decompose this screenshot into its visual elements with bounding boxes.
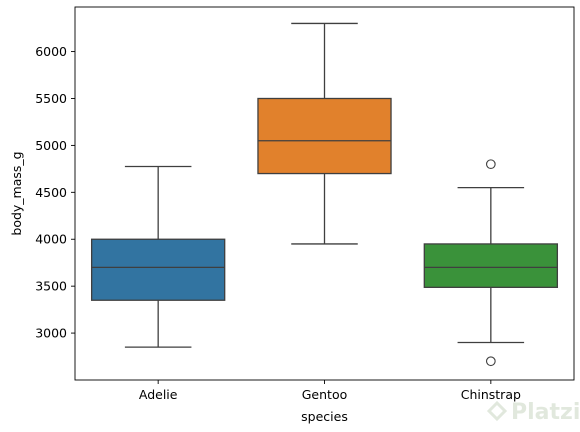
box-body bbox=[423, 243, 559, 288]
y-tick-label: 5000 bbox=[35, 138, 67, 153]
y-tick-label: 6000 bbox=[35, 44, 67, 59]
y-tick-label: 4500 bbox=[35, 185, 67, 200]
y-tick-label: 5500 bbox=[35, 91, 67, 106]
y-tick-label: 3500 bbox=[35, 279, 67, 294]
plot-area bbox=[90, 22, 559, 367]
box-adelie bbox=[90, 165, 226, 348]
x-tick-label: Adelie bbox=[139, 387, 178, 402]
outlier-point bbox=[485, 356, 496, 367]
watermark-text: Platzi bbox=[511, 400, 580, 425]
outlier-point bbox=[485, 159, 496, 170]
platzi-watermark: Platzi bbox=[486, 400, 580, 425]
box-chinstrap bbox=[423, 159, 559, 367]
x-tick-label: Gentoo bbox=[302, 387, 348, 402]
box-gentoo bbox=[257, 22, 392, 245]
x-tick-label: Chinstrap bbox=[461, 387, 521, 402]
y-axis: 3000 3500 4000 4500 5000 5500 6000 bbox=[35, 44, 75, 341]
box-body bbox=[90, 238, 226, 301]
y-tick-label: 4000 bbox=[35, 232, 67, 247]
y-tick-label: 3000 bbox=[35, 326, 67, 341]
box-body bbox=[257, 97, 392, 175]
platzi-logo-icon bbox=[486, 400, 508, 422]
x-axis: Adelie Gentoo Chinstrap bbox=[139, 380, 521, 402]
y-axis-label: body_mass_g bbox=[9, 151, 24, 235]
x-axis-label: species bbox=[301, 409, 348, 424]
